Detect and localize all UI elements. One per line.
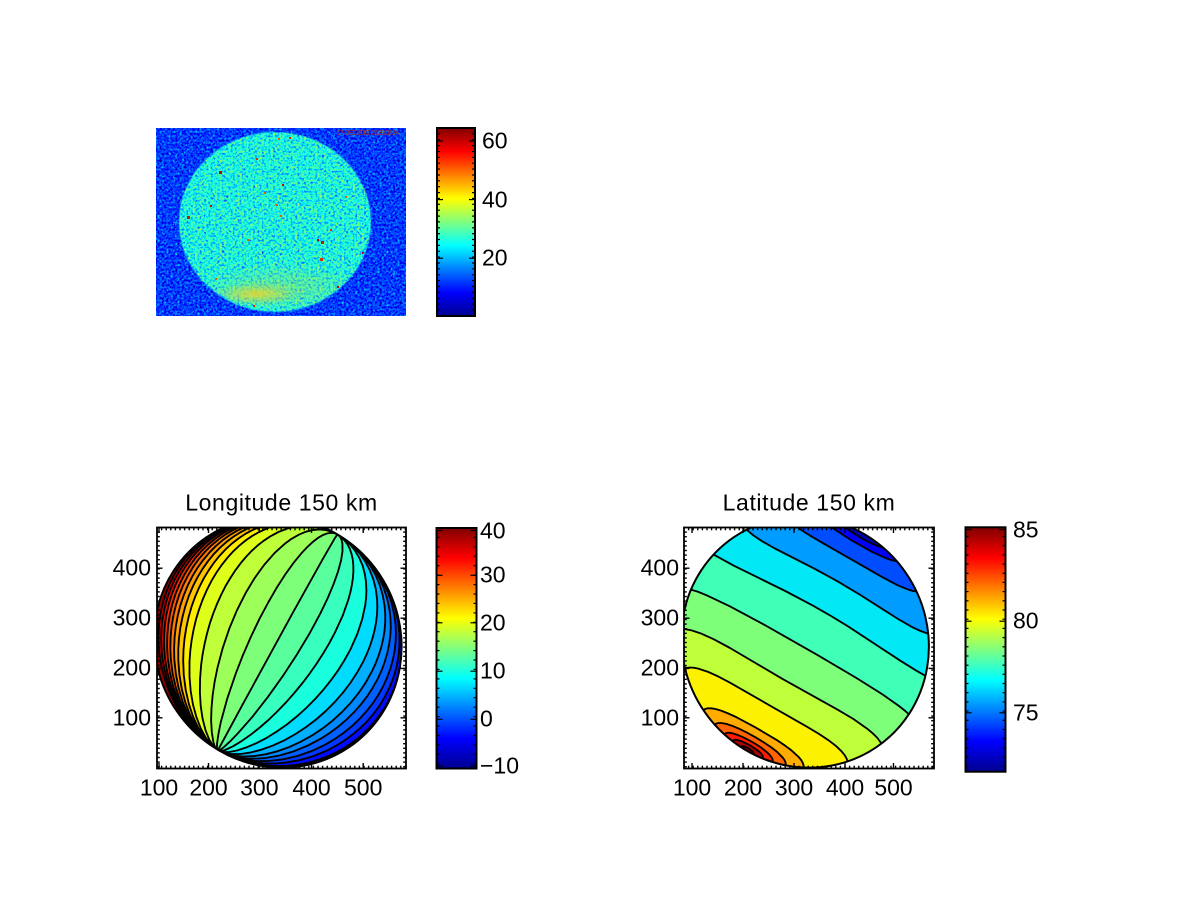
svg-text:17-DEC-2001 21:38:02.34: 17-DEC-2001 21:38:02.34 bbox=[337, 130, 399, 137]
